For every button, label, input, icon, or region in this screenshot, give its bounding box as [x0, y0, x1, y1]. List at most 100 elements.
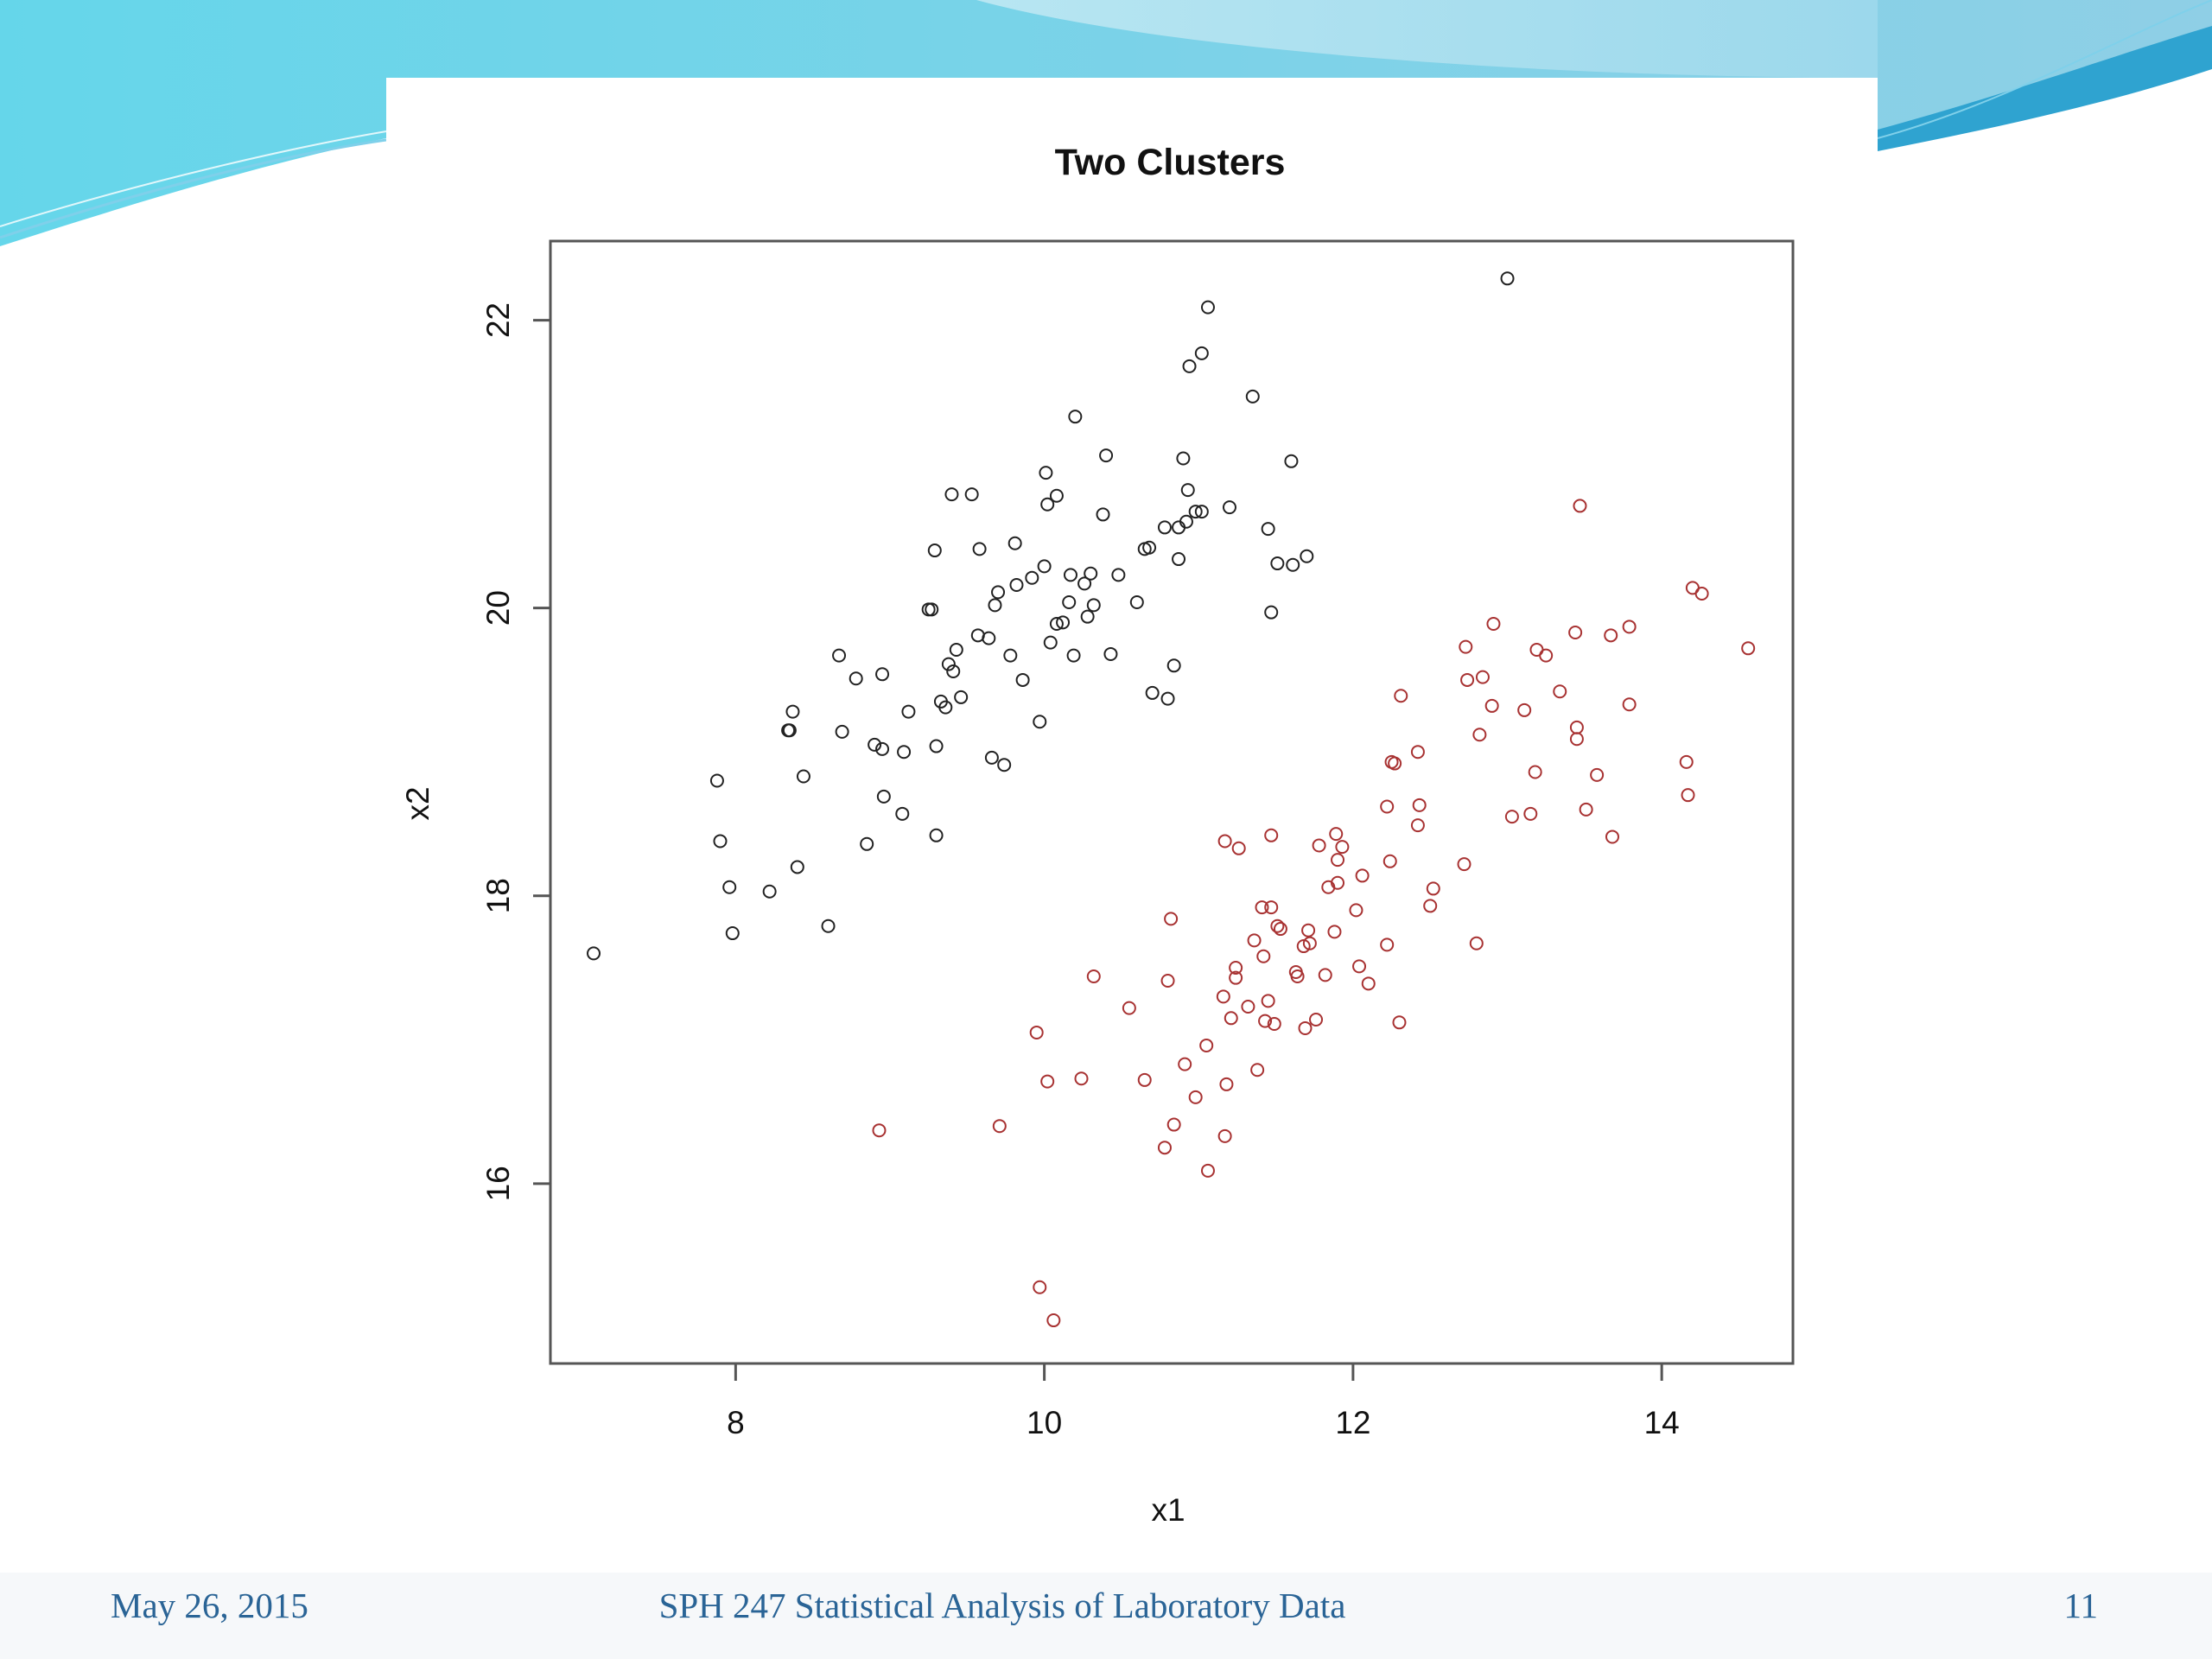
data-point	[835, 724, 849, 739]
data-point	[1264, 605, 1279, 620]
data-point	[1423, 899, 1438, 913]
left-wave-line-1	[0, 138, 387, 239]
data-point	[949, 642, 963, 657]
data-point	[1166, 658, 1181, 673]
data-point	[1569, 720, 1584, 734]
data-point	[875, 741, 890, 756]
data-point	[1553, 684, 1567, 699]
data-point	[944, 487, 959, 502]
x-tick-label: 12	[1335, 1405, 1370, 1440]
data-point	[1157, 1141, 1172, 1155]
data-point	[1298, 1020, 1313, 1035]
data-point	[1568, 625, 1583, 639]
data-point	[1103, 646, 1118, 661]
data-point	[1484, 698, 1499, 713]
data-point	[1475, 670, 1490, 684]
data-point	[1007, 536, 1022, 550]
data-point	[1569, 732, 1584, 747]
data-point	[1388, 756, 1402, 771]
data-point	[1394, 689, 1408, 703]
y-axis: 16 18 20 22	[480, 302, 552, 1201]
data-point	[1590, 767, 1605, 782]
data-point	[929, 739, 944, 753]
data-point	[1176, 451, 1191, 466]
plot-panel	[386, 78, 1878, 1573]
data-point	[1194, 346, 1209, 360]
data-point	[1080, 609, 1095, 624]
data-point	[1194, 505, 1209, 519]
data-point	[1300, 549, 1314, 563]
right-wave-dark	[1878, 26, 2212, 151]
data-point	[1015, 672, 1030, 687]
data-point	[875, 667, 890, 682]
data-point	[1068, 410, 1083, 424]
data-point	[1241, 999, 1255, 1014]
data-point	[1129, 595, 1144, 610]
data-point	[1217, 834, 1232, 849]
data-point	[762, 884, 777, 899]
data-point	[1046, 1313, 1061, 1328]
data-point	[1040, 497, 1055, 512]
data-point	[1517, 702, 1532, 717]
data-point	[1009, 578, 1024, 593]
data-point	[982, 631, 996, 645]
data-point	[1286, 557, 1300, 572]
data-point	[1229, 961, 1243, 976]
data-point	[1188, 505, 1203, 519]
data-point	[1111, 568, 1126, 582]
y-axis-label: x2	[400, 786, 435, 820]
data-point	[992, 1119, 1007, 1134]
data-point	[796, 769, 810, 784]
data-point	[1573, 499, 1587, 513]
data-point	[1231, 841, 1246, 855]
data-point	[1380, 938, 1395, 952]
data-point	[1504, 810, 1519, 824]
data-point	[997, 758, 1012, 772]
data-point	[872, 1123, 887, 1138]
data-point	[1245, 389, 1260, 404]
data-point	[1142, 540, 1157, 555]
data-point	[1352, 959, 1367, 974]
data-point	[1459, 639, 1473, 654]
y-tick-label: 18	[480, 878, 516, 913]
top-wave-highlight	[976, 0, 1878, 78]
data-point	[1273, 922, 1287, 937]
data-point	[991, 585, 1006, 600]
data-point	[1039, 466, 1053, 480]
data-point	[782, 723, 797, 738]
data-point	[1145, 685, 1160, 700]
data-point	[1284, 454, 1299, 468]
data-point	[964, 487, 979, 502]
plot-frame	[549, 239, 1795, 1365]
data-point	[1224, 1011, 1238, 1026]
data-point	[1472, 728, 1487, 742]
data-points	[587, 271, 1756, 1328]
data-point	[1219, 1077, 1234, 1091]
data-point	[984, 750, 999, 765]
data-point	[1312, 838, 1326, 853]
data-point	[972, 542, 987, 556]
data-point	[1164, 912, 1179, 926]
data-point	[1380, 799, 1395, 814]
data-point	[1182, 359, 1197, 373]
x-tick-label: 8	[727, 1405, 745, 1440]
x-axis-label: x1	[1151, 1492, 1185, 1528]
data-point	[1622, 697, 1637, 712]
data-point	[1290, 969, 1305, 984]
data-point	[1086, 969, 1101, 984]
data-point	[1066, 648, 1081, 663]
data-point	[1157, 520, 1172, 535]
data-point	[1267, 1016, 1281, 1031]
data-point	[1178, 1057, 1192, 1071]
data-point	[1188, 1090, 1203, 1104]
data-point	[1679, 754, 1694, 769]
data-point	[1062, 595, 1077, 610]
data-point	[1296, 939, 1311, 954]
data-point	[1331, 875, 1345, 890]
data-point	[785, 704, 800, 719]
y-tick-label: 20	[480, 590, 516, 626]
data-point	[938, 700, 953, 715]
data-point	[1043, 635, 1058, 650]
footer-page-number: 11	[2063, 1586, 2098, 1625]
